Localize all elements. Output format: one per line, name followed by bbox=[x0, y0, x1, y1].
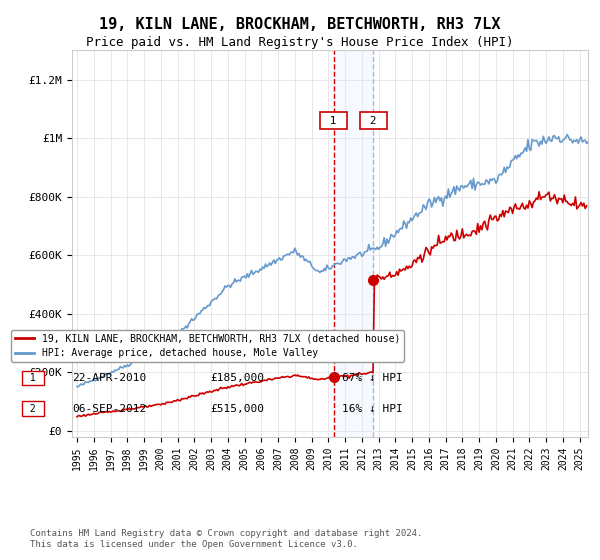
Text: 1: 1 bbox=[323, 116, 344, 125]
Text: Price paid vs. HM Land Registry's House Price Index (HPI): Price paid vs. HM Land Registry's House … bbox=[86, 36, 514, 49]
Text: 19, KILN LANE, BROCKHAM, BETCHWORTH, RH3 7LX: 19, KILN LANE, BROCKHAM, BETCHWORTH, RH3… bbox=[99, 17, 501, 32]
Text: 06-SEP-2012: 06-SEP-2012 bbox=[72, 404, 146, 414]
Text: 2: 2 bbox=[363, 116, 383, 125]
Text: 22-APR-2010: 22-APR-2010 bbox=[72, 373, 146, 383]
Legend: 19, KILN LANE, BROCKHAM, BETCHWORTH, RH3 7LX (detached house), HPI: Average pric: 19, KILN LANE, BROCKHAM, BETCHWORTH, RH3… bbox=[11, 330, 404, 362]
Text: Contains HM Land Registry data © Crown copyright and database right 2024.
This d: Contains HM Land Registry data © Crown c… bbox=[30, 529, 422, 549]
Text: 2: 2 bbox=[24, 404, 42, 414]
Text: £515,000: £515,000 bbox=[210, 404, 264, 414]
Text: 1: 1 bbox=[24, 373, 42, 383]
Text: £185,000: £185,000 bbox=[210, 373, 264, 383]
Text: 67% ↓ HPI: 67% ↓ HPI bbox=[342, 373, 403, 383]
Text: 16% ↓ HPI: 16% ↓ HPI bbox=[342, 404, 403, 414]
Bar bbox=[334, 50, 373, 437]
